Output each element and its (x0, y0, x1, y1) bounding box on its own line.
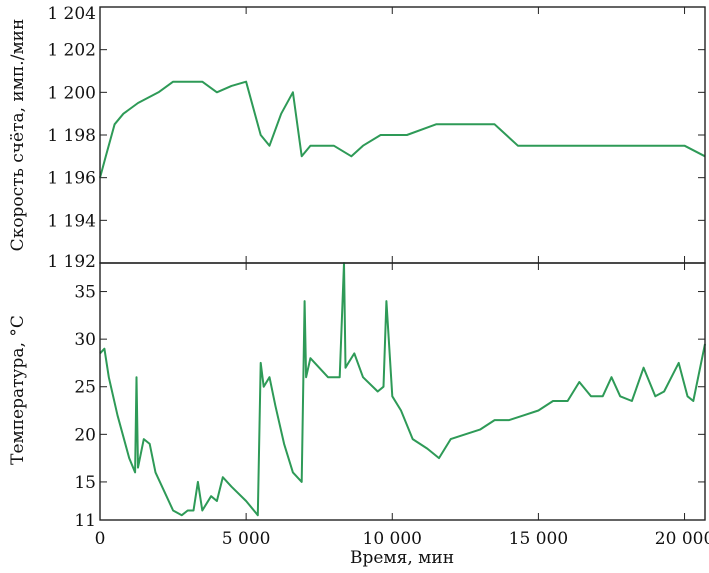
count-rate-ytick-label: 1 204 (47, 4, 96, 24)
count-rate-ytick-label: 1 196 (47, 169, 96, 189)
count-rate-ytick-label: 1 200 (47, 83, 96, 103)
count-rate-ytick-label: 1 202 (47, 41, 96, 61)
temperature-xtick-label: 10 000 (363, 529, 422, 549)
count-rate-series-line (99, 80, 706, 178)
temperature-xtick-label: 0 (95, 529, 106, 549)
temperature-ytick-label: 25 (74, 378, 96, 398)
temperature-ytick-label: 11 (74, 511, 96, 531)
time-axis-label: Время, мин (350, 548, 454, 568)
count-rate-axis-label: Скорость счёта, имп./мин (8, 19, 28, 252)
temperature-ytick-label: 15 (74, 473, 96, 493)
temperature-xtick-label: 5 000 (222, 529, 271, 549)
count-rate-ytick-label: 1 194 (47, 211, 96, 231)
temperature-ytick-label: 35 (74, 283, 96, 303)
temperature-ytick-label: 30 (74, 330, 96, 350)
temperature-frame (99, 262, 706, 521)
temperature-ytick-label: 20 (74, 425, 96, 445)
temperature-series-line (99, 262, 706, 517)
temperature-axis-label: Температура, °С (8, 315, 28, 465)
count-rate-ytick-label: 1 198 (47, 126, 96, 146)
count-rate-panel: 1 192 1 194 1 196 1 198 1 200 1 202 1 204 (47, 4, 706, 272)
temperature-xtick-label: 20 000 (655, 529, 709, 549)
temperature-panel: 11 15 20 25 30 35 0 5 000 10 000 15 000 20 000 (74, 262, 709, 549)
count-rate-ytick-label: 1 192 (47, 252, 96, 272)
temperature-xtick-label: 15 000 (509, 529, 568, 549)
